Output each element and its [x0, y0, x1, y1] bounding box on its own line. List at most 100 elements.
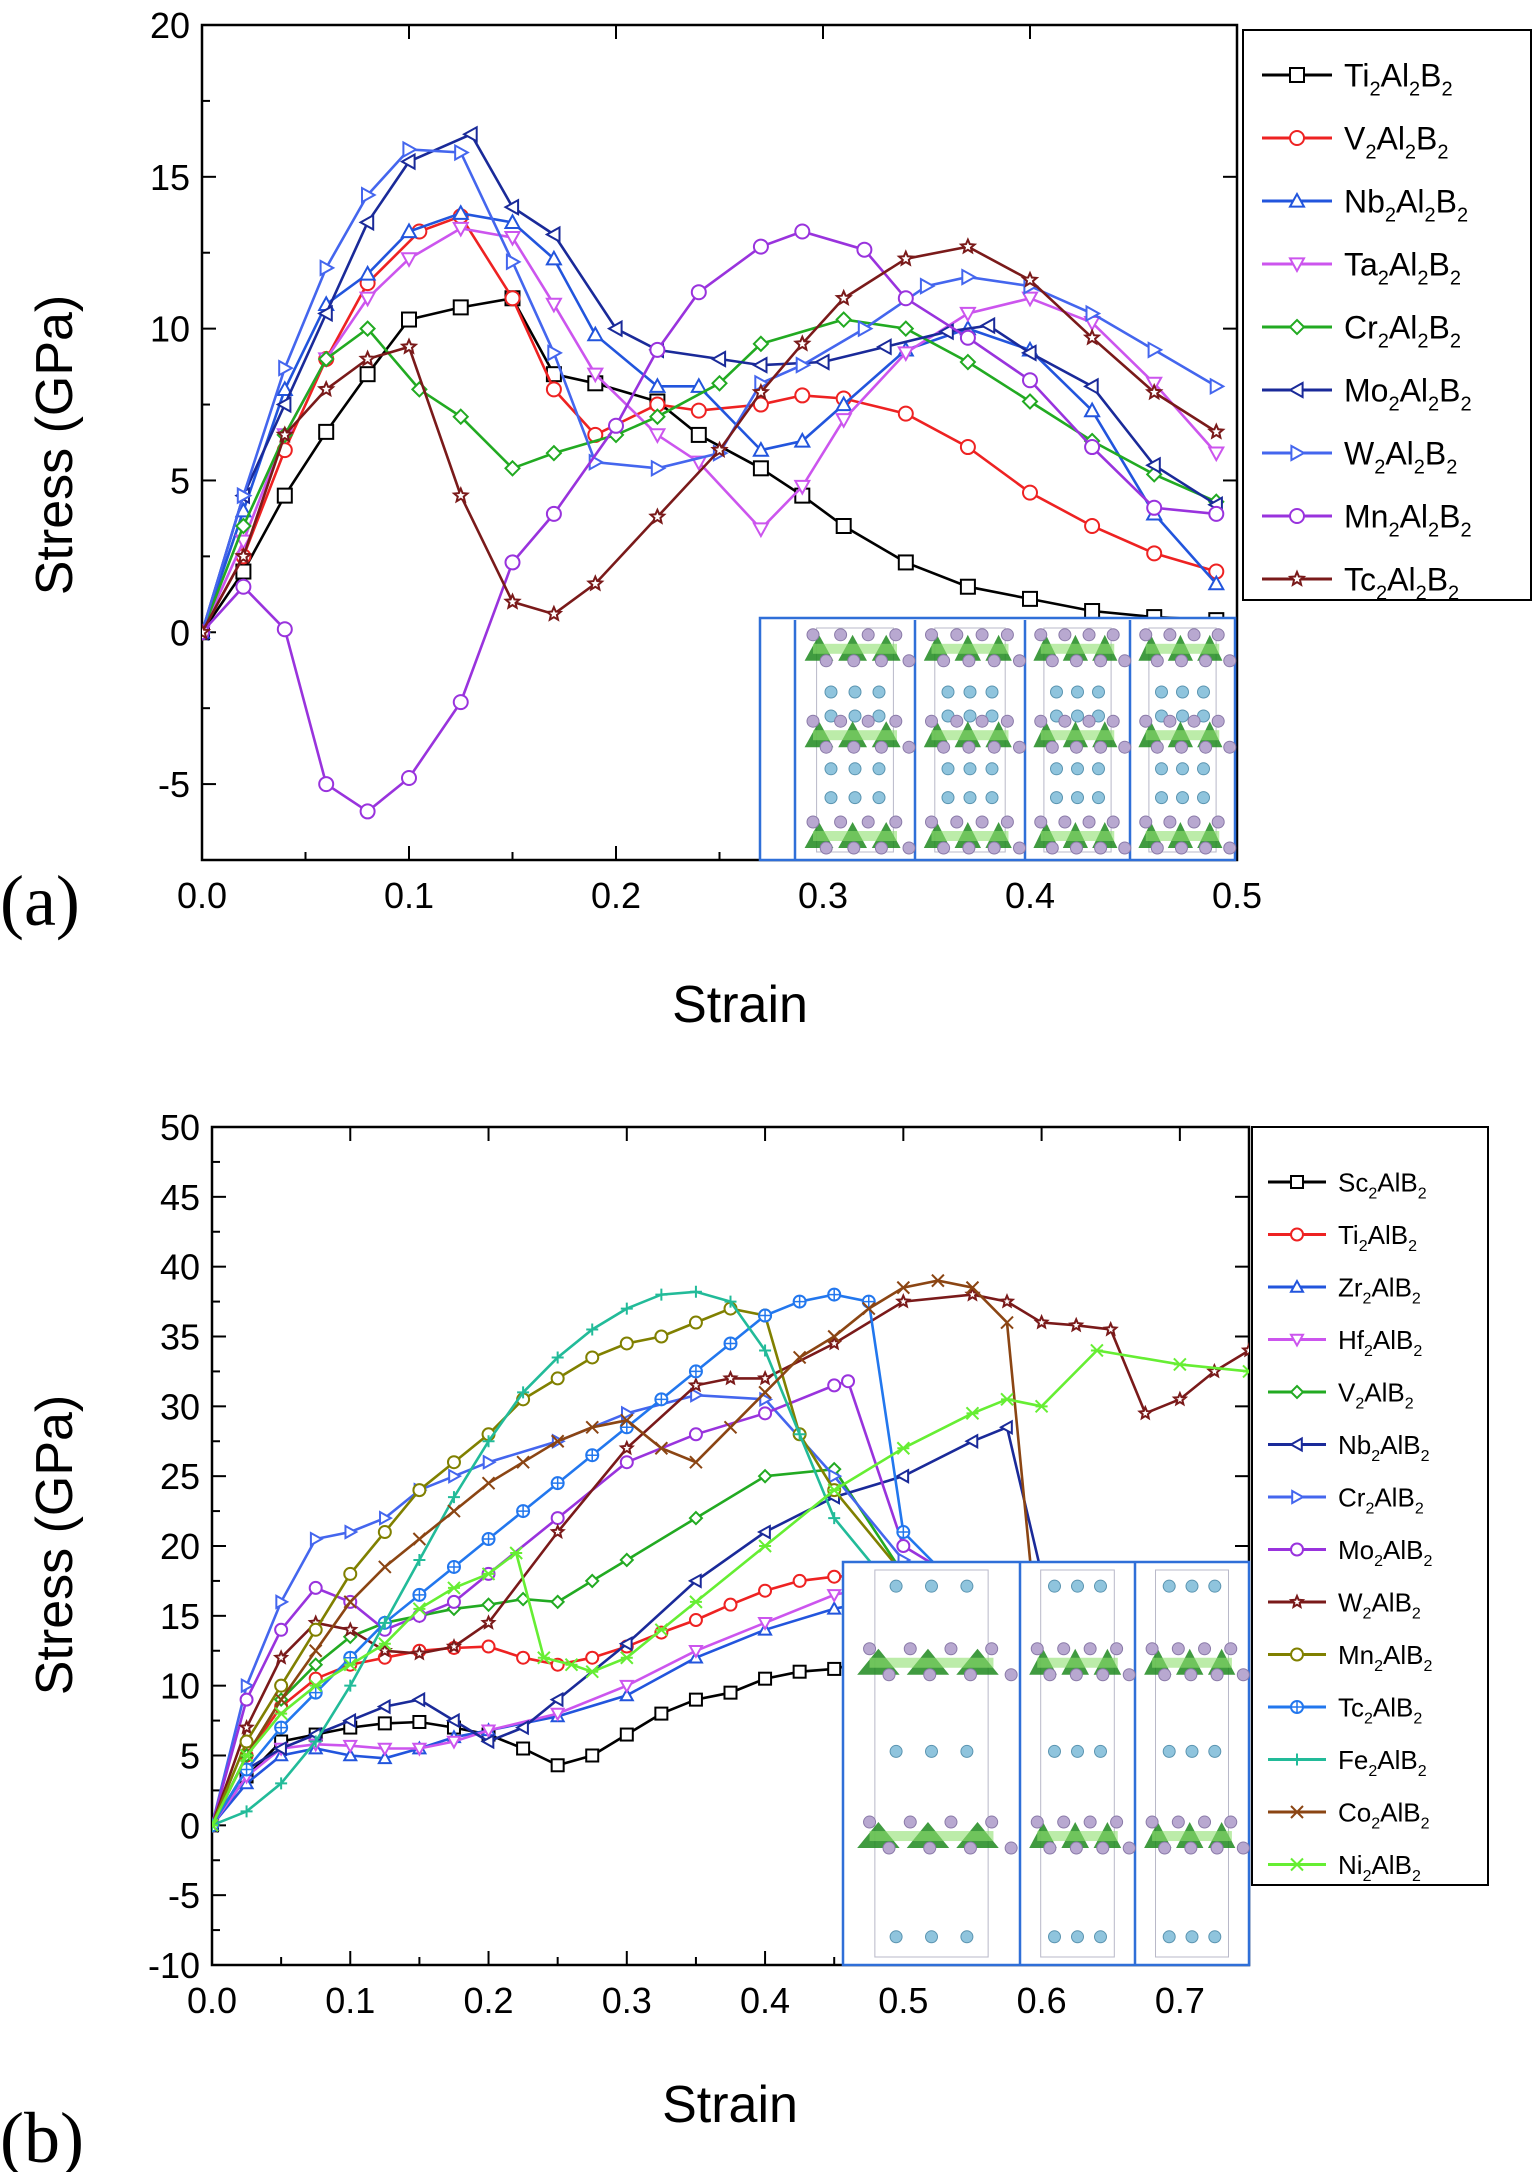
y-tick-label: 30 [160, 1386, 200, 1427]
legend-label: Co2AlB2 [1338, 1797, 1430, 1832]
legend-label-part: AlB [1377, 1167, 1417, 1197]
data-point [411, 1691, 426, 1708]
y-tick-label: 50 [160, 1107, 200, 1148]
data-point [412, 1483, 427, 1498]
y-tick-label: 25 [160, 1456, 200, 1497]
metal-atom [937, 654, 951, 668]
legend-entry: Nb2Al2B2 [1262, 184, 1468, 226]
data-point [361, 186, 377, 204]
legend-label-part: 2 [1369, 78, 1380, 100]
metal-atom [963, 1668, 977, 1682]
metal-atom [806, 815, 820, 829]
data-point [234, 534, 253, 551]
metal-atom [1096, 1668, 1110, 1682]
metal-atom [863, 1642, 877, 1656]
metal-atom [1163, 628, 1177, 642]
legend-label-part: 2 [1363, 1606, 1372, 1623]
data-point [621, 1405, 635, 1422]
legend-entry: Cr2AlB2 [1268, 1482, 1424, 1518]
legend-label-part: Mn [1338, 1640, 1374, 1670]
data-point [813, 353, 830, 371]
data-point [401, 311, 417, 328]
boron-layer [931, 831, 1009, 841]
data-point [274, 1706, 288, 1721]
boron-layer [869, 1657, 994, 1668]
metal-atom [806, 628, 820, 642]
legend-label: Mn2Al2B2 [1344, 499, 1472, 542]
data-point [1022, 484, 1038, 501]
data-point [959, 353, 977, 371]
legend-label-part: 2 [1385, 204, 1396, 226]
data-point [896, 249, 916, 267]
data-point [517, 1386, 530, 1399]
data-point [834, 288, 853, 306]
data-point [446, 1455, 461, 1470]
legend-label: Zr2AlB2 [1338, 1272, 1421, 1307]
metal-atom [1082, 714, 1096, 728]
aluminum-atom [963, 762, 977, 776]
metal-atom [1122, 1668, 1136, 1682]
legend-label-part: B [1436, 184, 1457, 220]
data-point [378, 1616, 391, 1629]
legend-entry: W2AlB2 [1268, 1587, 1421, 1623]
x-tick-label: 0.5 [878, 1980, 928, 2021]
series-Tc2Al2B2 [202, 237, 1226, 640]
data-point [399, 337, 419, 355]
legend-marker [1288, 1593, 1306, 1610]
legend-label: Tc2AlB2 [1338, 1692, 1422, 1727]
legend-label: Tc2Al2B2 [1344, 562, 1459, 605]
metal-atom [1000, 628, 1014, 642]
aluminum-atom [963, 685, 977, 699]
data-point [896, 1525, 911, 1540]
metal-atom [1110, 1815, 1124, 1829]
data-point [648, 507, 667, 525]
aluminum-atom [960, 1930, 974, 1944]
data-point [1083, 377, 1099, 396]
aluminum-atom [1071, 1930, 1084, 1944]
metal-atom [847, 654, 861, 668]
legend-label-part: AlB [1371, 1587, 1411, 1617]
metal-atom [1069, 654, 1083, 668]
legend-label-part: 2 [1371, 1448, 1380, 1465]
metal-atom [1043, 1668, 1057, 1682]
data-point [451, 485, 470, 504]
data-point [1000, 1392, 1014, 1407]
legend-label-part: 2 [1359, 1238, 1368, 1255]
legend-label-part: 2 [1450, 267, 1461, 289]
data-point [897, 554, 914, 571]
data-point [752, 441, 770, 457]
data-point [545, 381, 562, 398]
metal-atom [1106, 815, 1120, 829]
aluminum-atom [872, 791, 886, 805]
data-point [724, 1295, 737, 1308]
x-tick-label: 0.1 [325, 1980, 375, 2021]
legend-label-part: 2 [1414, 456, 1425, 478]
data-point [688, 1613, 703, 1628]
metal-atom [937, 841, 951, 855]
metal-atom [1058, 815, 1072, 829]
legend-label-part: 2 [1365, 1501, 1374, 1518]
legend-label-part: Tc [1338, 1692, 1364, 1722]
legend-label-part: 2 [1457, 204, 1468, 226]
data-point [1242, 1364, 1249, 1379]
metal-atom [987, 654, 1001, 668]
boron-layer [1152, 1657, 1232, 1668]
legend-marker [1289, 1333, 1305, 1348]
aluminum-atom [848, 762, 862, 776]
data-point [794, 223, 811, 240]
data-point [1084, 603, 1101, 620]
metal-atom [806, 714, 820, 728]
metal-atom [925, 714, 938, 728]
legend-entry: Sc2AlB2 [1268, 1167, 1427, 1203]
metal-atom [1069, 841, 1083, 855]
legend-label: Fe2AlB2 [1338, 1745, 1427, 1780]
metal-atom [903, 1815, 917, 1829]
legend-label-part: 2 [1448, 582, 1459, 604]
data-point [550, 1594, 566, 1610]
data-point [377, 1742, 393, 1757]
legend-marker [1290, 1542, 1304, 1557]
data-point [690, 1387, 704, 1403]
data-point [240, 1677, 255, 1694]
aluminum-atom [848, 791, 862, 805]
